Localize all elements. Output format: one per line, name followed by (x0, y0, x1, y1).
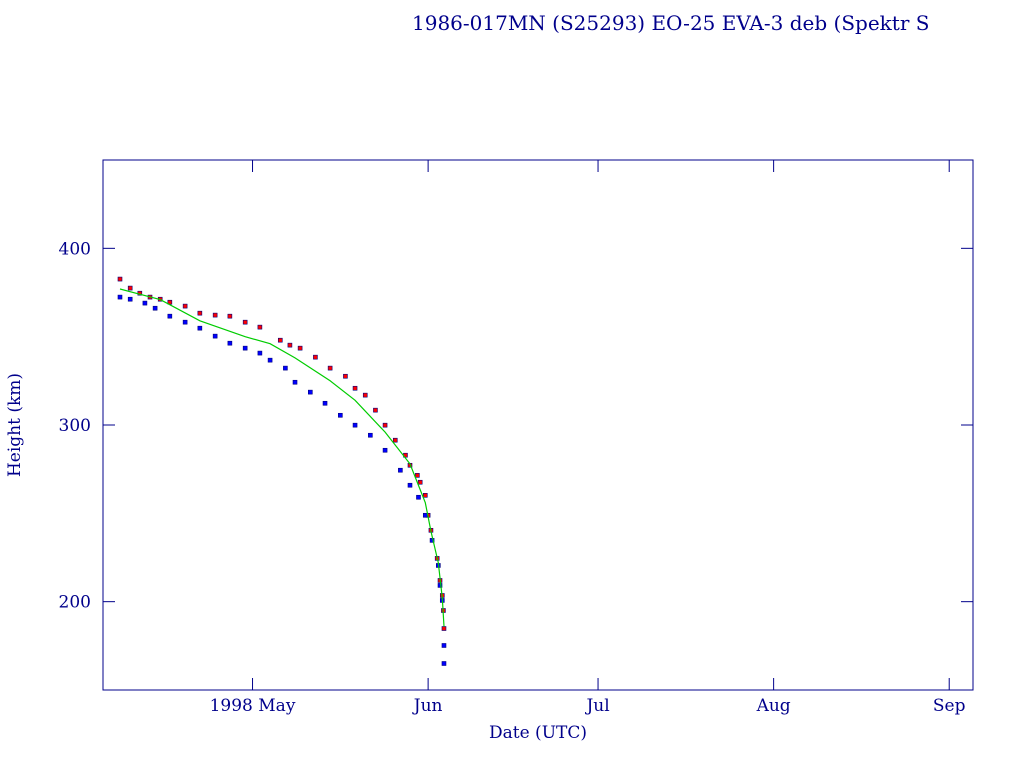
data-point (212, 312, 218, 318)
data-point (322, 400, 328, 406)
data-point (441, 661, 447, 666)
data-point (352, 385, 358, 391)
data-point (441, 626, 447, 631)
data-point (267, 357, 273, 363)
data-point (257, 350, 263, 356)
data-point (197, 325, 203, 331)
data-point (416, 494, 421, 500)
data-point (373, 407, 378, 413)
data-point (227, 340, 233, 346)
data-point (227, 313, 233, 319)
data-point (167, 313, 173, 319)
series-line (119, 288, 445, 627)
data-point (352, 422, 358, 428)
data-point (308, 389, 313, 395)
y-axis-label: Height (km) (5, 373, 25, 477)
data-point (242, 345, 248, 351)
x-tick-label: Sep (933, 696, 966, 716)
data-point (127, 296, 133, 302)
data-point (287, 342, 293, 348)
data-point (197, 310, 203, 316)
data-point (417, 479, 423, 485)
data-point (382, 422, 388, 428)
data-point (398, 467, 403, 473)
data-point (422, 512, 428, 518)
data-point (422, 493, 428, 498)
data-point (382, 447, 388, 453)
data-point (437, 583, 443, 588)
data-point (415, 473, 420, 478)
data-point (441, 643, 447, 648)
data-point (152, 305, 158, 311)
data-point (127, 285, 133, 291)
data-point (362, 392, 368, 398)
data-point (392, 437, 398, 443)
data-point (283, 365, 288, 371)
x-tick-label: Aug (756, 696, 791, 716)
data-point (277, 337, 283, 343)
data-point (182, 303, 188, 309)
data-point (368, 432, 373, 438)
data-point (313, 354, 318, 360)
x-tick-label: Jun (412, 696, 443, 716)
data-point (292, 379, 298, 385)
data-point (407, 482, 413, 488)
x-tick-label: Jul (584, 696, 609, 716)
data-point (117, 294, 123, 300)
data-point (182, 319, 188, 325)
data-point (327, 365, 333, 371)
chart-title: 1986-017MN (S25293) EO-25 EVA-3 deb (Spe… (412, 11, 929, 35)
data-point (343, 373, 348, 379)
data-point (297, 345, 303, 351)
y-tick-label: 200 (59, 593, 91, 613)
data-point (242, 319, 248, 325)
data-point (117, 276, 123, 282)
y-tick-label: 300 (59, 416, 91, 436)
data-point (142, 300, 148, 306)
data-point (257, 324, 263, 330)
data-point (212, 333, 218, 339)
x-axis-label: Date (UTC) (489, 723, 587, 743)
x-tick-label: 1998 May (210, 696, 296, 716)
data-point (338, 412, 343, 418)
y-tick-label: 400 (59, 239, 91, 259)
